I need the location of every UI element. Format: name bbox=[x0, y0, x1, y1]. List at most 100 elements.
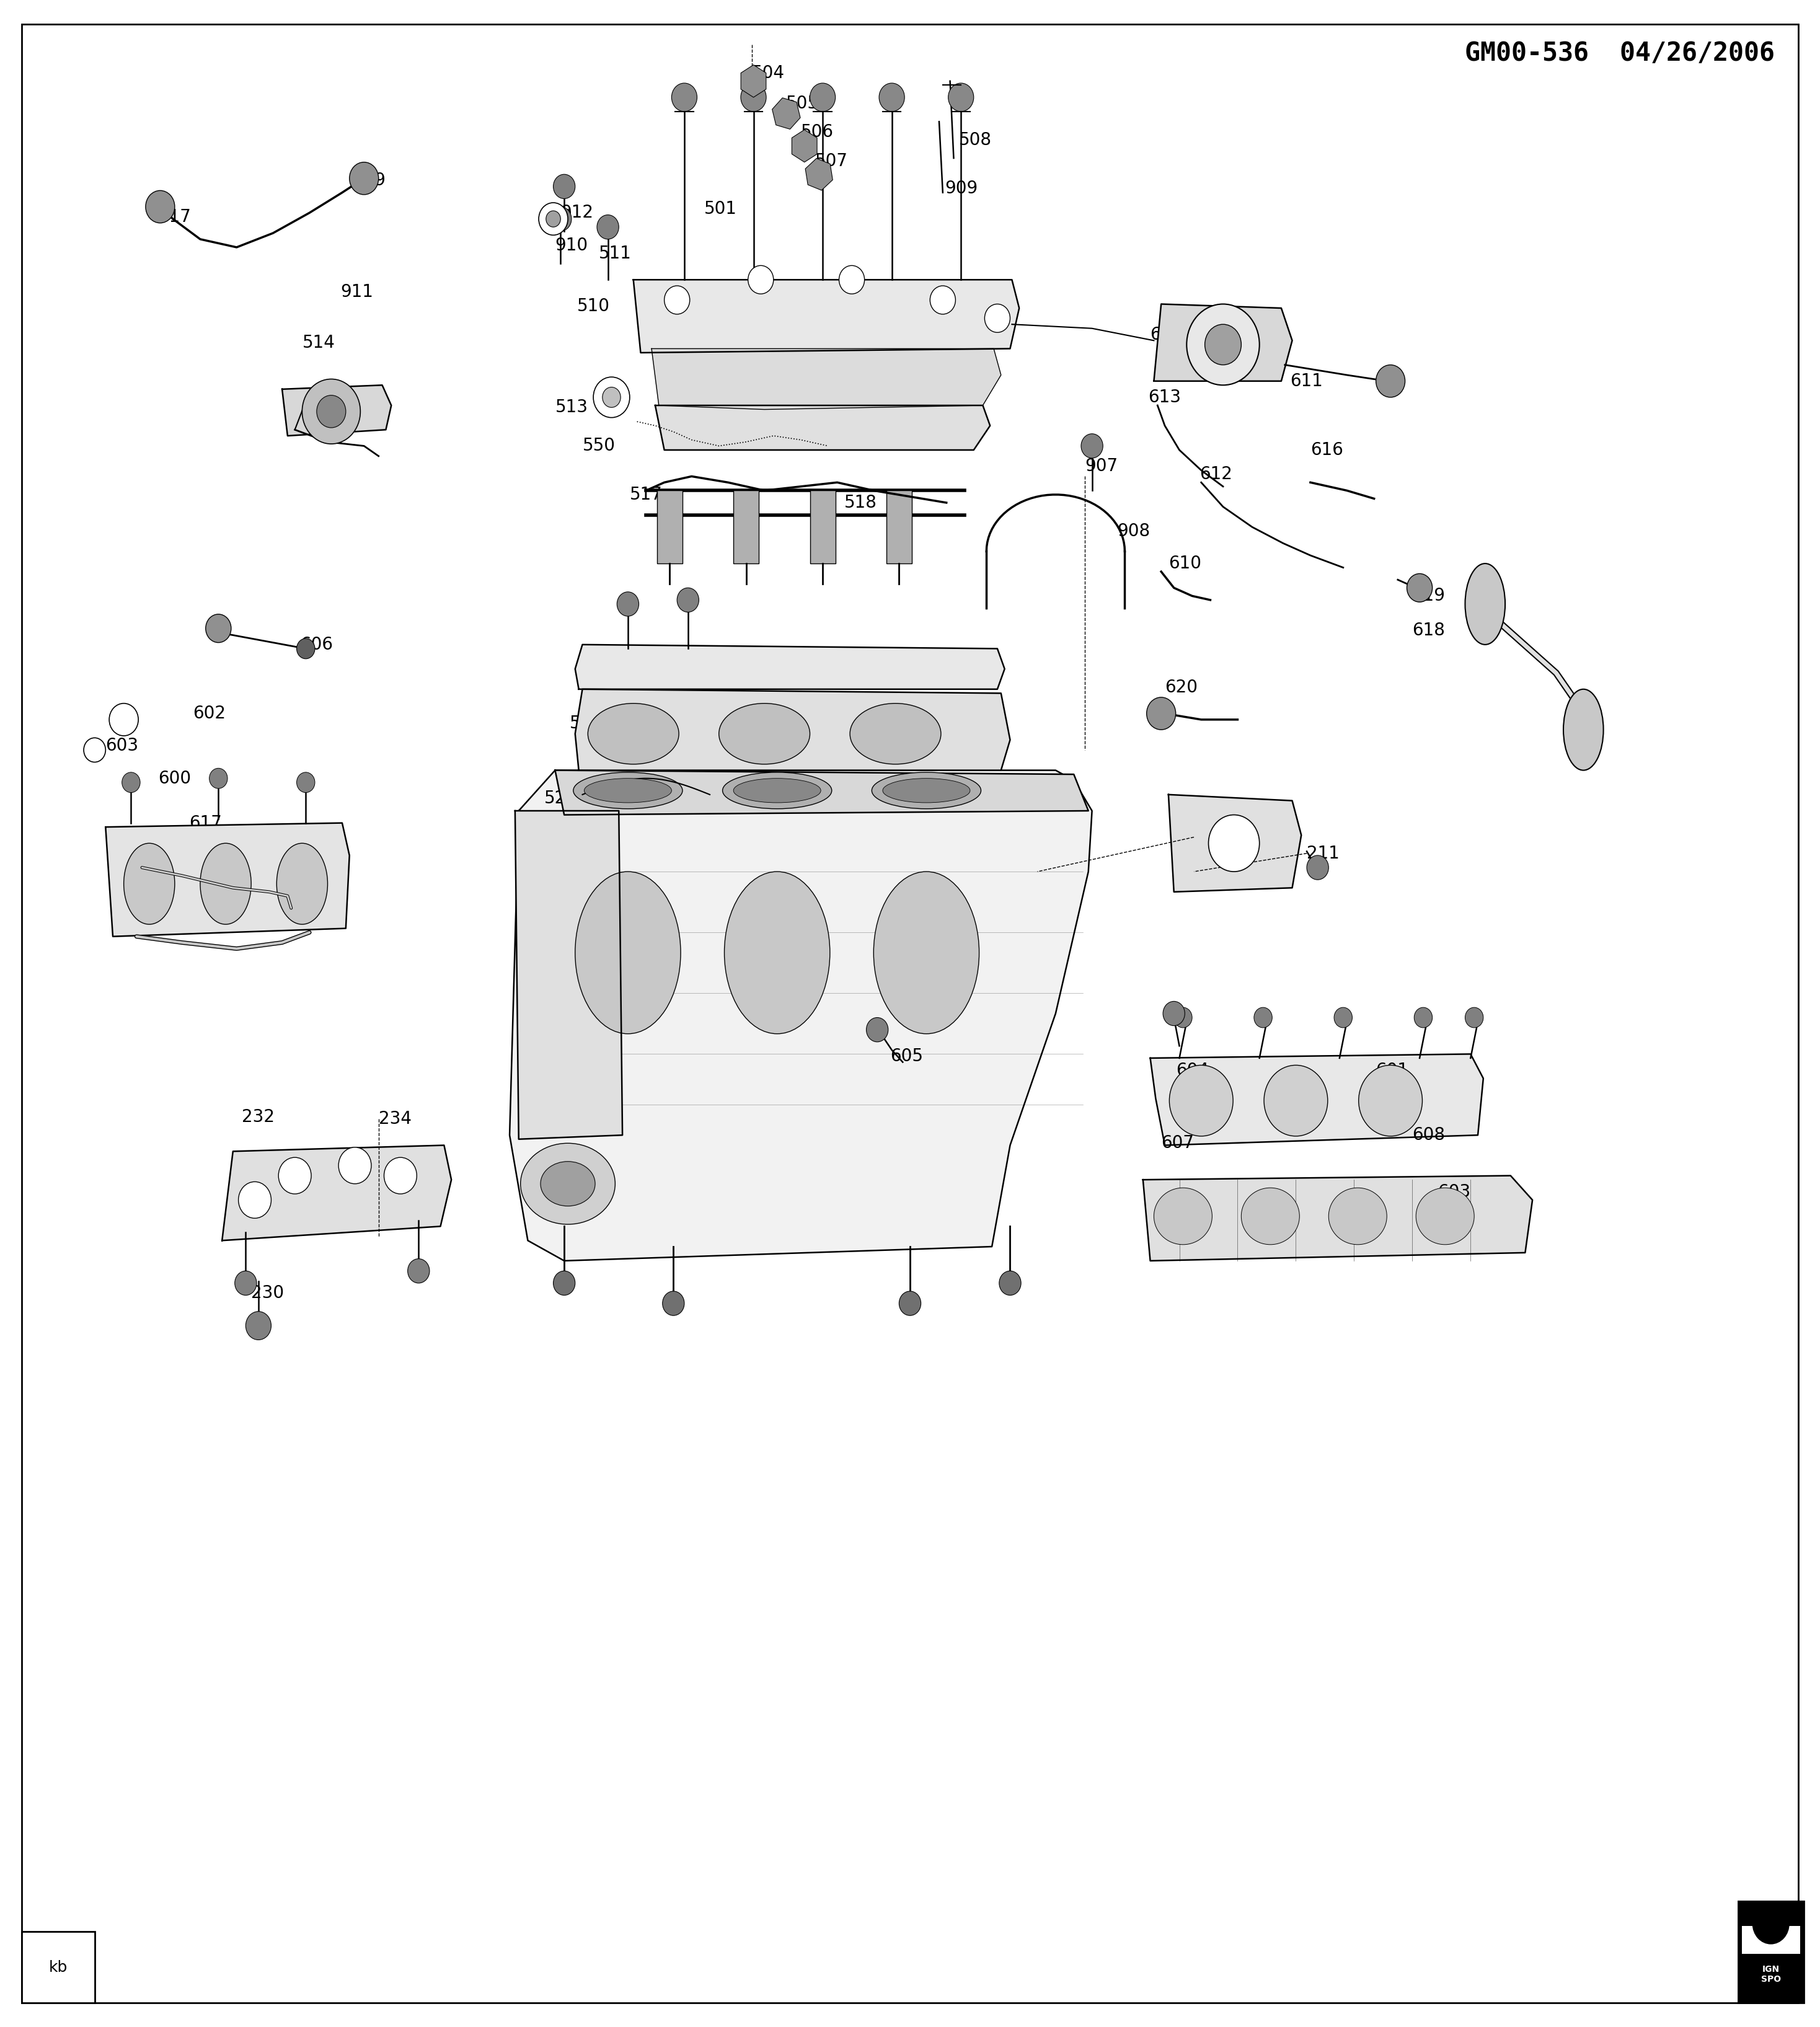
Circle shape bbox=[246, 1311, 271, 1340]
Ellipse shape bbox=[733, 778, 821, 803]
Text: 513: 513 bbox=[555, 399, 588, 416]
Text: 522: 522 bbox=[606, 659, 639, 675]
Text: 908: 908 bbox=[1117, 523, 1150, 539]
Circle shape bbox=[597, 215, 619, 239]
Ellipse shape bbox=[1358, 1066, 1423, 1135]
Text: 514: 514 bbox=[302, 334, 335, 351]
Text: 210: 210 bbox=[1194, 829, 1227, 845]
Ellipse shape bbox=[724, 872, 830, 1034]
Text: 529: 529 bbox=[353, 172, 386, 189]
Text: 604: 604 bbox=[1176, 1062, 1208, 1078]
Text: 232: 232 bbox=[242, 1109, 275, 1125]
Circle shape bbox=[948, 83, 974, 111]
Text: 618: 618 bbox=[1412, 622, 1445, 639]
Ellipse shape bbox=[1465, 564, 1505, 645]
Circle shape bbox=[122, 772, 140, 793]
Ellipse shape bbox=[588, 703, 679, 764]
Ellipse shape bbox=[1241, 1188, 1299, 1245]
Text: 611: 611 bbox=[1290, 373, 1323, 389]
Text: 620: 620 bbox=[1165, 679, 1198, 695]
Bar bbox=[733, 491, 759, 564]
Text: 515: 515 bbox=[306, 389, 339, 405]
Text: 524: 524 bbox=[544, 791, 577, 807]
Polygon shape bbox=[633, 280, 1019, 353]
Text: 910: 910 bbox=[555, 237, 588, 253]
Circle shape bbox=[1254, 1007, 1272, 1028]
Circle shape bbox=[879, 83, 905, 111]
Text: 610: 610 bbox=[1168, 555, 1201, 572]
Bar bbox=[886, 491, 912, 564]
Text: 509: 509 bbox=[956, 282, 988, 298]
Circle shape bbox=[1334, 1007, 1352, 1028]
Text: 612: 612 bbox=[1199, 466, 1232, 482]
Polygon shape bbox=[1154, 304, 1292, 381]
Text: IGN
SPO: IGN SPO bbox=[1762, 1966, 1780, 1982]
Polygon shape bbox=[652, 349, 1001, 409]
Bar bbox=[1738, 1901, 1804, 2003]
Polygon shape bbox=[575, 689, 1010, 770]
Circle shape bbox=[748, 266, 774, 294]
Circle shape bbox=[384, 1157, 417, 1194]
Circle shape bbox=[1376, 365, 1405, 397]
Text: 523: 523 bbox=[570, 716, 602, 732]
Circle shape bbox=[278, 1157, 311, 1194]
Text: 234: 234 bbox=[379, 1111, 411, 1127]
Text: 603: 603 bbox=[106, 738, 138, 754]
Text: 605: 605 bbox=[890, 1048, 923, 1064]
Text: 501: 501 bbox=[704, 201, 737, 217]
Text: 510: 510 bbox=[577, 298, 610, 314]
Circle shape bbox=[1407, 574, 1432, 602]
Circle shape bbox=[899, 1291, 921, 1316]
Polygon shape bbox=[555, 770, 1088, 815]
Ellipse shape bbox=[124, 843, 175, 924]
Ellipse shape bbox=[277, 843, 328, 924]
Text: 517: 517 bbox=[630, 486, 662, 503]
Text: 907: 907 bbox=[1085, 458, 1117, 474]
Circle shape bbox=[1147, 697, 1176, 730]
Ellipse shape bbox=[1563, 689, 1603, 770]
Circle shape bbox=[146, 191, 175, 223]
Bar bbox=[657, 491, 682, 564]
Circle shape bbox=[1205, 324, 1241, 365]
Ellipse shape bbox=[723, 772, 832, 809]
Text: 615: 615 bbox=[1150, 326, 1183, 343]
Text: GM00-536  04/26/2006: GM00-536 04/26/2006 bbox=[1465, 41, 1774, 67]
Circle shape bbox=[1208, 815, 1259, 872]
Text: 602: 602 bbox=[193, 705, 226, 722]
Ellipse shape bbox=[1154, 1188, 1212, 1245]
Polygon shape bbox=[510, 770, 1092, 1261]
Circle shape bbox=[539, 203, 568, 235]
Polygon shape bbox=[575, 645, 1005, 689]
Circle shape bbox=[1414, 1007, 1432, 1028]
Circle shape bbox=[866, 1018, 888, 1042]
Text: 613: 613 bbox=[1148, 389, 1181, 405]
Ellipse shape bbox=[584, 778, 672, 803]
Text: 617: 617 bbox=[189, 815, 222, 831]
Circle shape bbox=[1081, 434, 1103, 458]
Polygon shape bbox=[1168, 795, 1301, 892]
Circle shape bbox=[1307, 855, 1329, 880]
Circle shape bbox=[1174, 1007, 1192, 1028]
Bar bbox=[810, 491, 835, 564]
Text: 603: 603 bbox=[1438, 1184, 1471, 1200]
Polygon shape bbox=[282, 385, 391, 436]
Ellipse shape bbox=[872, 772, 981, 809]
Polygon shape bbox=[515, 811, 622, 1139]
Circle shape bbox=[550, 207, 571, 231]
Text: 231: 231 bbox=[226, 1194, 258, 1210]
Circle shape bbox=[297, 639, 315, 659]
Circle shape bbox=[1163, 1001, 1185, 1026]
Ellipse shape bbox=[850, 703, 941, 764]
Text: 604: 604 bbox=[229, 864, 262, 880]
Circle shape bbox=[349, 162, 379, 195]
Circle shape bbox=[339, 1147, 371, 1184]
Circle shape bbox=[664, 286, 690, 314]
Text: 608: 608 bbox=[1412, 1127, 1445, 1143]
Text: 512: 512 bbox=[541, 209, 573, 225]
Text: 508: 508 bbox=[959, 132, 992, 148]
Polygon shape bbox=[1150, 1054, 1483, 1145]
Polygon shape bbox=[106, 823, 349, 936]
Circle shape bbox=[206, 614, 231, 643]
Circle shape bbox=[317, 395, 346, 428]
Ellipse shape bbox=[1168, 1066, 1234, 1135]
